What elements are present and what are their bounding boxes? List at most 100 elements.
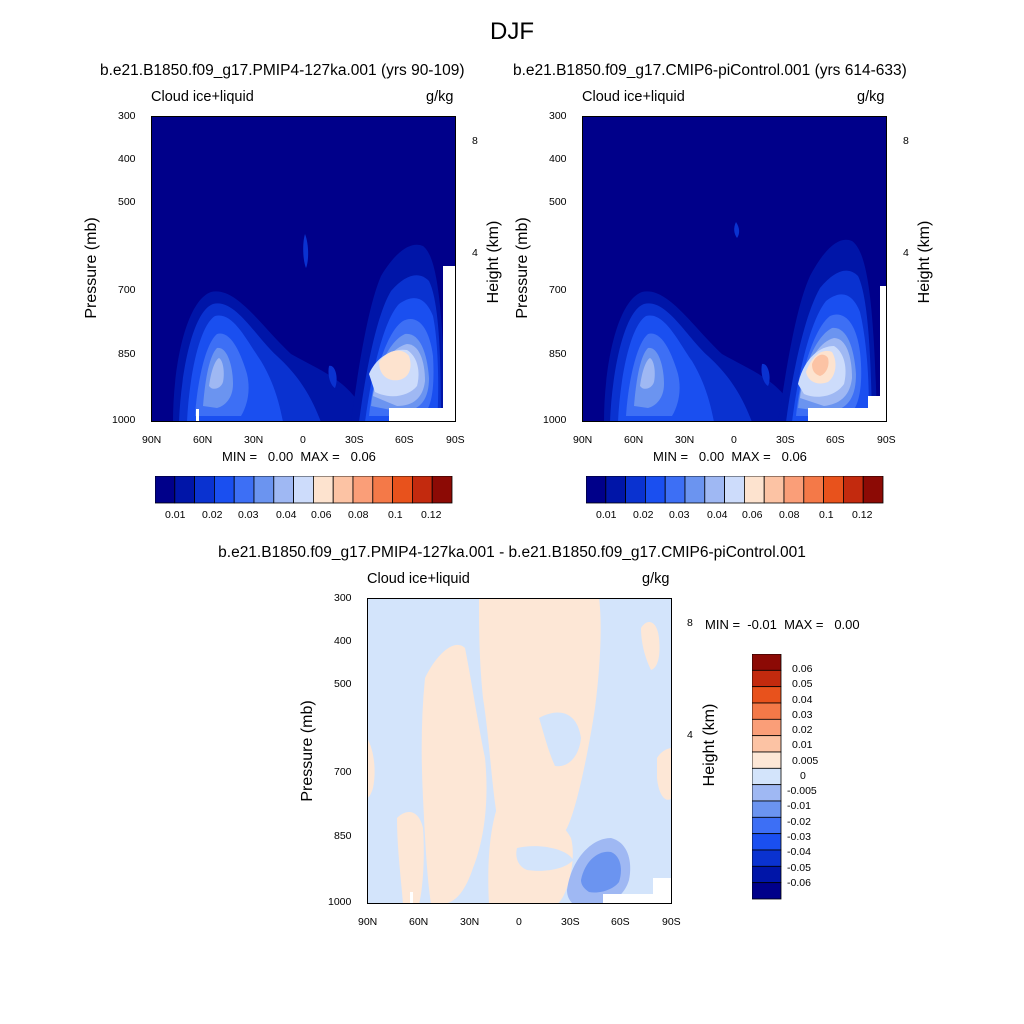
panel1-min-max: MIN = 0.00 MAX = 0.06	[222, 449, 376, 464]
panel2-colorbar-swatch-3	[645, 476, 666, 504]
panel2-cb-label-0.08: 0.08	[779, 509, 800, 521]
panel1-cb-label-0.12: 0.12	[421, 509, 442, 521]
panel2-min-max: MIN = 0.00 MAX = 0.06	[653, 449, 807, 464]
panel1-y-axis-title: Pressure (mb)	[83, 217, 100, 319]
panel1-colorbar-swatch-3	[214, 476, 235, 504]
panel3-y2-axis-title: Height (km)	[701, 703, 718, 787]
panel2-cb-label-0.01: 0.01	[596, 509, 617, 521]
panel3-cb-label-neg0.02: -0.02	[787, 816, 811, 828]
panel1-y2tick-4: 4	[472, 247, 478, 259]
panel2-xtick-30s: 30S	[776, 434, 795, 446]
panel3-cb-label-0.06: 0.06	[792, 663, 813, 675]
panel1-variable-label: Cloud ice+liquid	[151, 89, 254, 105]
panel2-colorbar-swatch-1	[605, 476, 626, 504]
panel1-y2-axis-title: Height (km)	[485, 220, 502, 304]
panel2-colorbar-swatch-9	[763, 476, 785, 504]
panel1-cb-label-0.04: 0.04	[276, 509, 297, 521]
panel2-cb-label-0.03: 0.03	[669, 509, 690, 521]
panel2-colorbar-swatch-13	[842, 476, 864, 504]
panel1-cb-label-0.1: 0.1	[388, 509, 403, 521]
panel3-colorbar-swatch-12	[752, 849, 782, 867]
panel2-xtick-90s: 90S	[877, 434, 896, 446]
panel1-xtick-60n: 60N	[193, 434, 213, 446]
panel3-cb-label-neg0.05: -0.05	[787, 862, 811, 874]
panel2-units-label: g/kg	[857, 89, 885, 105]
panel3-colorbar-swatch-13	[752, 865, 782, 884]
panel3-cb-label-neg0.04: -0.04	[787, 846, 811, 858]
panel3-xtick-30n: 30N	[460, 916, 480, 928]
panel3-colorbar-swatch-2	[752, 686, 782, 704]
panel3-cb-label-0.05: 0.05	[792, 678, 813, 690]
panel2-plot-area	[582, 116, 887, 422]
panel2-colorbar-labels: 0.01 0.02 0.03 0.04 0.06 0.08 0.1 0.12	[586, 509, 884, 525]
figure-title: DJF	[490, 18, 534, 45]
panel2-colorbar-swatch-5	[684, 476, 706, 504]
panel2-y2-axis-title: Height (km)	[916, 220, 933, 304]
panel3-xtick-60s: 60S	[611, 916, 630, 928]
panel1-plot-area	[151, 116, 456, 422]
panel2-cb-label-0.12: 0.12	[852, 509, 873, 521]
panel1-colorbar-swatch-5	[253, 476, 275, 504]
panel2-y2tick-4: 4	[903, 247, 909, 259]
panel3-colorbar-swatch-11	[752, 833, 782, 851]
panel2-colorbar-swatch-2	[625, 476, 646, 504]
panel1-colorbar-swatch-1	[174, 476, 195, 504]
panel2-xtick-60s: 60S	[826, 434, 845, 446]
panel1-cb-label-0.03: 0.03	[238, 509, 259, 521]
panel1-colorbar-swatch-4	[233, 476, 255, 504]
panel3-colorbar-swatch-14	[752, 882, 782, 900]
panel3-colorbar-swatch-6	[752, 751, 782, 769]
panel2-title: b.e21.B1850.f09_g17.CMIP6-piControl.001 …	[513, 62, 907, 79]
panel3-xtick-30s: 30S	[561, 916, 580, 928]
panel3-colorbar	[752, 654, 782, 900]
panel3-xtick-90n: 90N	[358, 916, 378, 928]
panel3-min-max: MIN = -0.01 MAX = 0.00	[705, 617, 860, 632]
panel1-colorbar-swatch-8	[312, 476, 334, 504]
panel1-cb-label-0.01: 0.01	[165, 509, 186, 521]
panel3-colorbar-swatch-3	[752, 702, 782, 720]
panel1-xtick-30n: 30N	[244, 434, 264, 446]
panel2-xtick-60n: 60N	[624, 434, 644, 446]
panel3-cb-label-0.02: 0.02	[792, 724, 813, 736]
panel3-y2tick-8: 8	[687, 617, 693, 629]
panel1-xtick-60s: 60S	[395, 434, 414, 446]
panel2-xtick-0: 0	[731, 434, 737, 446]
panel3-y2tick-4: 4	[687, 729, 693, 741]
panel1-xtick-90s: 90S	[446, 434, 465, 446]
panel1-xtick-90n: 90N	[142, 434, 162, 446]
panel1-colorbar-swatch-11	[372, 476, 394, 504]
panel3-colorbar-swatch-10	[752, 816, 782, 835]
panel3-cb-label-0.04: 0.04	[792, 694, 813, 706]
panel2-colorbar	[586, 476, 884, 504]
panel1-ytick-700: 700	[118, 284, 136, 296]
panel2-xtick-30n: 30N	[675, 434, 695, 446]
panel1-units-label: g/kg	[426, 89, 454, 105]
panel1-ytick-850: 850	[118, 348, 136, 360]
panel3-colorbar-swatch-5	[752, 735, 782, 753]
panel3-ytick-850: 850	[334, 830, 352, 842]
panel3-cb-label-neg0.06: -0.06	[787, 877, 811, 889]
panel2-colorbar-swatch-4	[664, 476, 686, 504]
panel1-cb-label-0.08: 0.08	[348, 509, 369, 521]
panel2-colorbar-swatch-6	[704, 476, 726, 504]
panel3-cb-label-neg0.005: -0.005	[787, 785, 817, 797]
panel1-y2tick-8: 8	[472, 135, 478, 147]
panel3-cb-label-0.03: 0.03	[792, 709, 813, 721]
panel3-xtick-60n: 60N	[409, 916, 429, 928]
panel3-colorbar-labels: 0.06 0.05 0.04 0.03 0.02 0.01 0.005 0 -0…	[787, 654, 850, 900]
panel2-ytick-1000: 1000	[543, 414, 567, 426]
panel2-variable-label: Cloud ice+liquid	[582, 89, 685, 105]
panel3-cb-label-0.01: 0.01	[792, 739, 813, 751]
panel2-colorbar-swatch-14	[862, 476, 884, 504]
panel3-cb-label-neg0.01: -0.01	[787, 800, 811, 812]
panel1-colorbar-labels: 0.01 0.02 0.03 0.04 0.06 0.08 0.1 0.12	[155, 509, 453, 525]
panel2-ytick-700: 700	[549, 284, 567, 296]
panel2-cb-label-0.1: 0.1	[819, 509, 834, 521]
panel3-cb-label-0: 0	[800, 770, 806, 782]
panel2-xtick-90n: 90N	[573, 434, 593, 446]
panel2-cb-label-0.02: 0.02	[633, 509, 654, 521]
panel3-variable-label: Cloud ice+liquid	[367, 571, 470, 587]
panel2-cb-label-0.04: 0.04	[707, 509, 728, 521]
panel2-colorbar-swatch-7	[724, 476, 745, 504]
panel1-colorbar-swatch-9	[332, 476, 354, 504]
